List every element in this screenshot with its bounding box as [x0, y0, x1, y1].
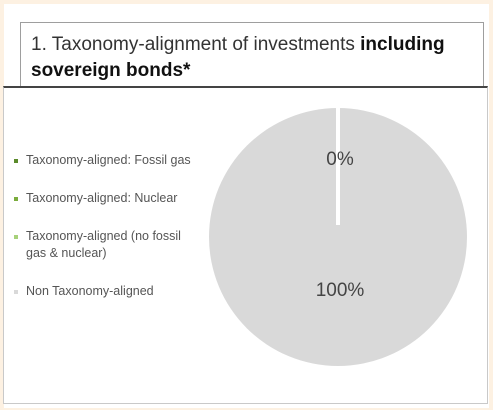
chart-title-bold: including sovereign bonds* [31, 34, 445, 81]
legend-swatch-nuclear [14, 197, 18, 201]
legend-label-fossil-gas: Taxonomy-aligned: Fossil gas [26, 153, 191, 167]
legend-swatch-non-aligned [14, 290, 18, 294]
legend-item-nuclear: Taxonomy-aligned: Nuclear [12, 190, 202, 207]
legend-swatch-aligned-other [14, 235, 18, 239]
legend-item-aligned-other: Taxonomy-aligned (no fossil gas & nuclea… [12, 228, 202, 262]
chart-title: 1. Taxonomy-alignment of investments inc… [20, 22, 484, 88]
chart-title-prefix: 1. Taxonomy-alignment of investments [31, 34, 361, 55]
legend-item-fossil-gas: Taxonomy-aligned: Fossil gas [12, 152, 202, 169]
pie-slices [209, 108, 467, 366]
chart-legend: Taxonomy-aligned: Fossil gas Taxonomy-al… [12, 152, 202, 321]
pie-data-label-non-aligned: 100% [316, 280, 365, 301]
legend-label-non-aligned: Non Taxonomy-aligned [26, 284, 154, 298]
legend-item-non-aligned: Non Taxonomy-aligned [12, 283, 202, 300]
pie-slice-non-aligned [209, 108, 467, 366]
legend-swatch-fossil-gas [14, 159, 18, 163]
legend-label-aligned-other: Taxonomy-aligned (no fossil gas & nuclea… [26, 229, 181, 260]
legend-label-nuclear: Taxonomy-aligned: Nuclear [26, 191, 178, 205]
pie-data-label-zero: 0% [326, 149, 354, 170]
